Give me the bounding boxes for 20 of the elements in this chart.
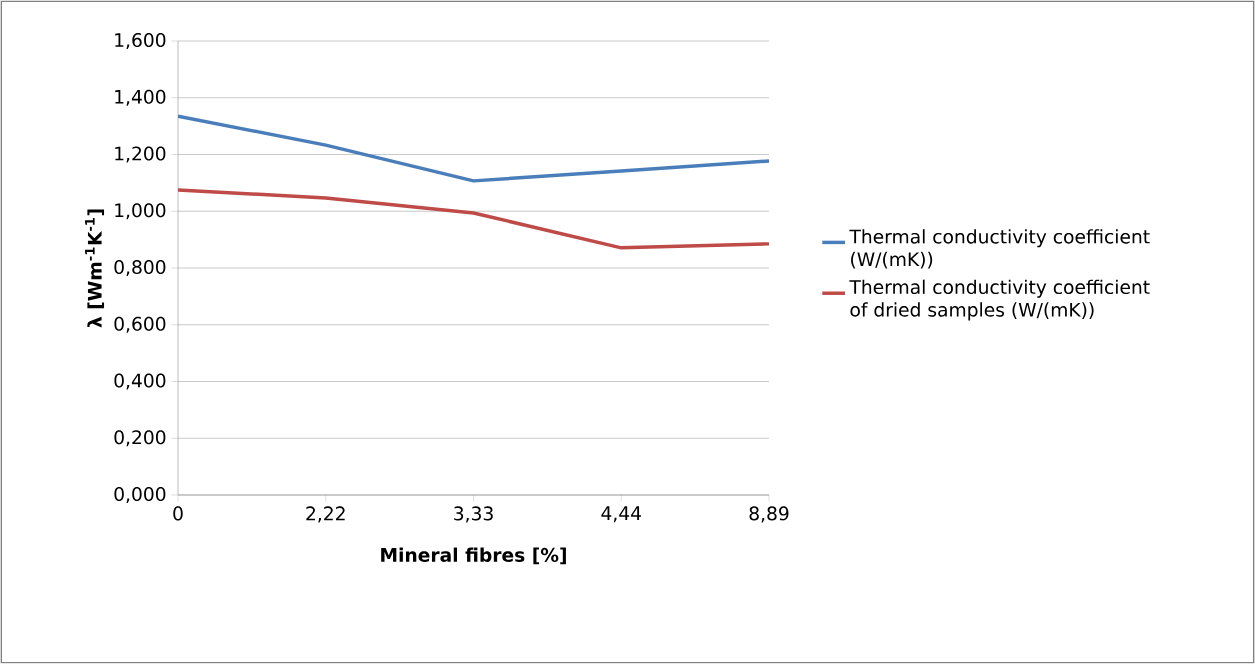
y-axis-title: λ [Wm$^{-1}$K$^{-1}$] (85, 209, 105, 328)
y-tick-label: 1,400 (115, 89, 166, 106)
x-tick-label: 8,89 (749, 506, 789, 523)
line-series (178, 188, 770, 250)
line-series (178, 114, 770, 183)
x-tick-label: 4,44 (601, 506, 641, 523)
y-tick-label: 0,200 (114, 430, 166, 447)
legend-label: Thermal conductivity coefficient (W/(mK)) (849, 229, 1150, 269)
y-tick-label: 0,400 (114, 373, 166, 390)
y-tick-label: 1,200 (115, 146, 166, 163)
y-tick-label: 0,000 (114, 486, 166, 504)
y-tick-label: 1,600 (115, 32, 166, 50)
x-tick-label: 0 (173, 506, 183, 521)
x-tick-label: 3,33 (454, 506, 493, 523)
legend-label: Thermal conductivity coefficient of dried samples (W/(mK)) (849, 279, 1150, 321)
y-tick-label: 0,600 (114, 316, 166, 333)
x-axis-title: Mineral fibres [%] (381, 547, 566, 565)
y-tick-label: 1,000 (115, 203, 166, 220)
x-tick-label: 2,22 (306, 506, 345, 523)
y-tick-label: 0,800 (114, 259, 166, 277)
